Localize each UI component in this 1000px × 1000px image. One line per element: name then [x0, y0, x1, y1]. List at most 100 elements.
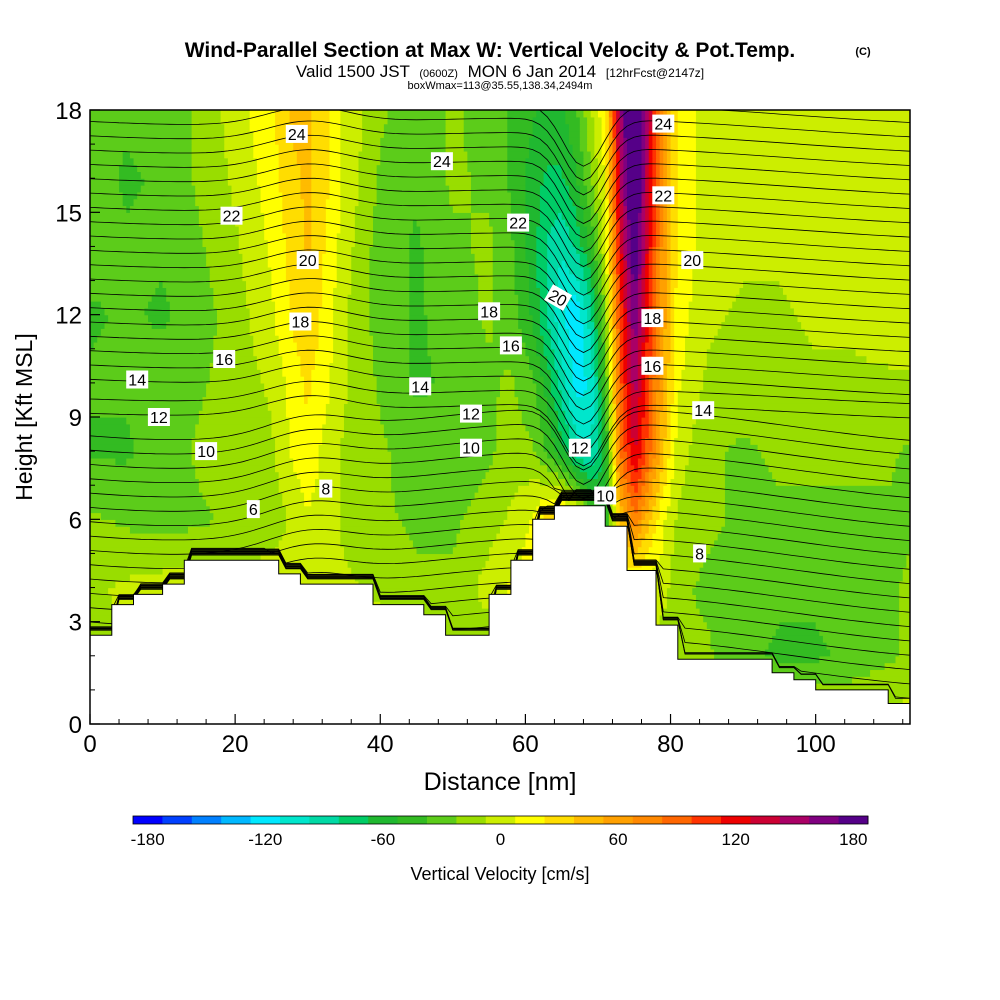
field-cell: [645, 341, 653, 350]
field-cell: [626, 253, 632, 261]
field-cell: [485, 471, 559, 479]
field-cell: [470, 239, 494, 248]
contour-label-text: 20: [299, 253, 317, 270]
field-cell: [532, 130, 570, 138]
y-tick-label: 6: [69, 507, 82, 534]
field-cell: [605, 505, 610, 514]
field-cell: [362, 123, 385, 132]
field-cell: [536, 239, 548, 248]
field-cell: [663, 144, 668, 152]
field-cell: [612, 157, 617, 166]
field-cell: [612, 232, 617, 241]
field-cell: [597, 266, 603, 275]
field-cell: [594, 403, 599, 411]
field-cell: [597, 301, 603, 309]
field-cell: [496, 423, 526, 432]
field-cell: [652, 492, 657, 500]
field-cell: [431, 362, 530, 370]
field-cell: [623, 164, 628, 172]
field-cell: [630, 396, 639, 404]
field-cell: [260, 376, 287, 384]
field-cell: [354, 573, 479, 582]
field-cell: [314, 355, 334, 364]
field-cell: [90, 457, 116, 466]
field-cell: [670, 191, 679, 200]
field-cell: [641, 171, 646, 179]
field-cell: [325, 212, 341, 220]
field-cell: [275, 110, 291, 118]
field-cell: [507, 185, 526, 193]
field-cell: [656, 389, 664, 398]
field-cell: [568, 423, 577, 432]
field-cell: [779, 280, 910, 288]
field-cell: [601, 348, 606, 357]
field-cell: [572, 144, 581, 152]
field-cell: [899, 635, 910, 643]
field-cell: [663, 225, 668, 234]
field-cell: [590, 423, 599, 432]
field-cell: [670, 266, 679, 275]
colorbar-swatch: [456, 816, 487, 824]
field-cell: [594, 362, 599, 370]
field-cell: [619, 171, 624, 179]
field-cell: [119, 171, 142, 179]
field-cell: [300, 178, 312, 186]
field-cell: [623, 219, 628, 227]
field-cell: [340, 219, 356, 227]
field-cell: [539, 294, 548, 302]
field-cell: [677, 389, 701, 398]
contour-label-box: [499, 336, 522, 355]
field-cell: [536, 341, 545, 350]
field-cell: [322, 280, 338, 288]
field-cell: [666, 219, 672, 227]
field-cell: [652, 444, 657, 452]
field-cell: [761, 451, 900, 459]
field-cell: [626, 498, 632, 507]
field-cell: [645, 191, 650, 200]
field-cell: [561, 362, 574, 370]
field-cell: [648, 417, 653, 425]
field-cell: [329, 164, 341, 172]
field-cell: [641, 505, 650, 514]
field-cell: [663, 355, 672, 364]
field-cell: [652, 171, 657, 179]
field-cell: [90, 110, 193, 118]
field-cell: [652, 219, 657, 227]
field-cell: [608, 137, 614, 145]
field-cell: [594, 123, 603, 132]
field-cell: [590, 205, 595, 213]
field-cell: [641, 178, 646, 186]
field-cell: [191, 157, 229, 166]
field-cell: [529, 144, 574, 152]
field-cell: [597, 164, 606, 172]
field-cell: [289, 116, 312, 125]
field-cell: [521, 328, 534, 336]
field-cell: [645, 532, 653, 541]
colorbar-swatch: [515, 816, 546, 824]
field-cell: [605, 123, 610, 132]
colorbar-swatch: [133, 816, 163, 824]
contour-label-box: [568, 438, 591, 457]
field-cell: [340, 205, 356, 213]
field-cell: [626, 478, 632, 486]
field-cell: [514, 239, 526, 248]
field-cell: [677, 280, 693, 288]
field-cell: [470, 178, 508, 186]
field-cell: [253, 150, 280, 159]
field-cell: [666, 178, 672, 186]
field-cell: [608, 280, 614, 288]
field-cell: [612, 287, 617, 295]
field-cell: [90, 471, 196, 479]
field-cell: [623, 423, 628, 432]
field-cell: [656, 410, 661, 418]
field-cell: [336, 273, 352, 282]
field-cell: [630, 253, 639, 261]
field-cell: [630, 492, 643, 500]
field-cell: [597, 423, 603, 432]
field-cell: [405, 621, 494, 630]
field-cell: [652, 130, 657, 138]
y-tick-label: 3: [69, 610, 82, 637]
field-cell: [652, 205, 657, 213]
field-cell: [140, 185, 196, 193]
field-cell: [554, 396, 563, 404]
